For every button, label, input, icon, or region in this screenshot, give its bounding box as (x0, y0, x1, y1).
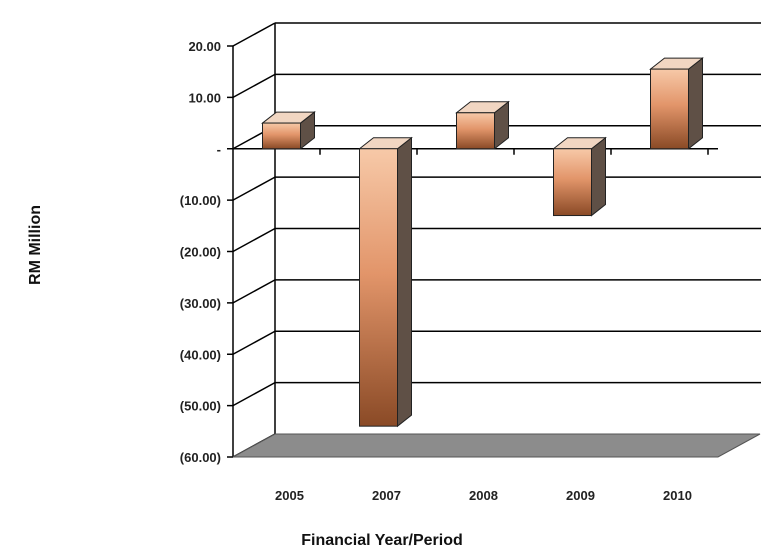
y-tick-label: (50.00) (180, 399, 221, 414)
x-tick-label: 2005 (275, 488, 304, 503)
y-tick-label: (10.00) (180, 193, 221, 208)
x-tick-label: 2007 (372, 488, 401, 503)
y-axis-title: RM Million (27, 205, 44, 285)
bar-front-face (359, 148, 398, 427)
gridlines (227, 22, 761, 458)
bar-side-face (688, 57, 703, 150)
gridline-wall-segment (232, 227, 276, 253)
bar (552, 136, 607, 217)
y-tick-label: (60.00) (180, 450, 221, 465)
bar-side-face (397, 136, 412, 428)
y-tick-label: (40.00) (180, 347, 221, 362)
x-tick-label: 2010 (663, 488, 692, 503)
gridline-wall-segment (232, 381, 276, 407)
y-tick-label: 20.00 (188, 39, 221, 54)
bar (358, 136, 413, 428)
bar-front-face (262, 122, 301, 150)
bar (649, 57, 704, 150)
x-axis-title: Financial Year/Period (301, 532, 463, 549)
bars-group (261, 57, 704, 428)
bar-front-face (650, 68, 689, 150)
bar-side-face (591, 136, 606, 217)
x-tick-labels: 2005 2007 2008 2009 2010 (275, 488, 692, 503)
y-tick-label: 10.00 (188, 90, 221, 105)
y-tick-labels: 20.00 10.00 - (10.00) (20.00) (30.00) (40.00) (… (180, 39, 221, 465)
x-tick-label: 2008 (469, 488, 498, 503)
bar-front-face (456, 112, 495, 150)
gridline-wall-segment (232, 176, 276, 201)
y-tick-label: - (217, 142, 221, 157)
gridline-wall-segment (232, 22, 276, 47)
chart-floor-plane (232, 433, 761, 458)
y-tick-label: (30.00) (180, 296, 221, 311)
chart-floor (232, 433, 761, 458)
x-tick-label: 2009 (566, 488, 595, 503)
y-tick-label: (20.00) (180, 245, 221, 260)
gridline-wall-segment (232, 330, 276, 355)
gridline-wall-segment (232, 73, 276, 99)
bar-front-face (553, 148, 592, 217)
bar (261, 111, 316, 150)
bar (455, 100, 510, 150)
gridline-wall-segment (232, 279, 276, 304)
